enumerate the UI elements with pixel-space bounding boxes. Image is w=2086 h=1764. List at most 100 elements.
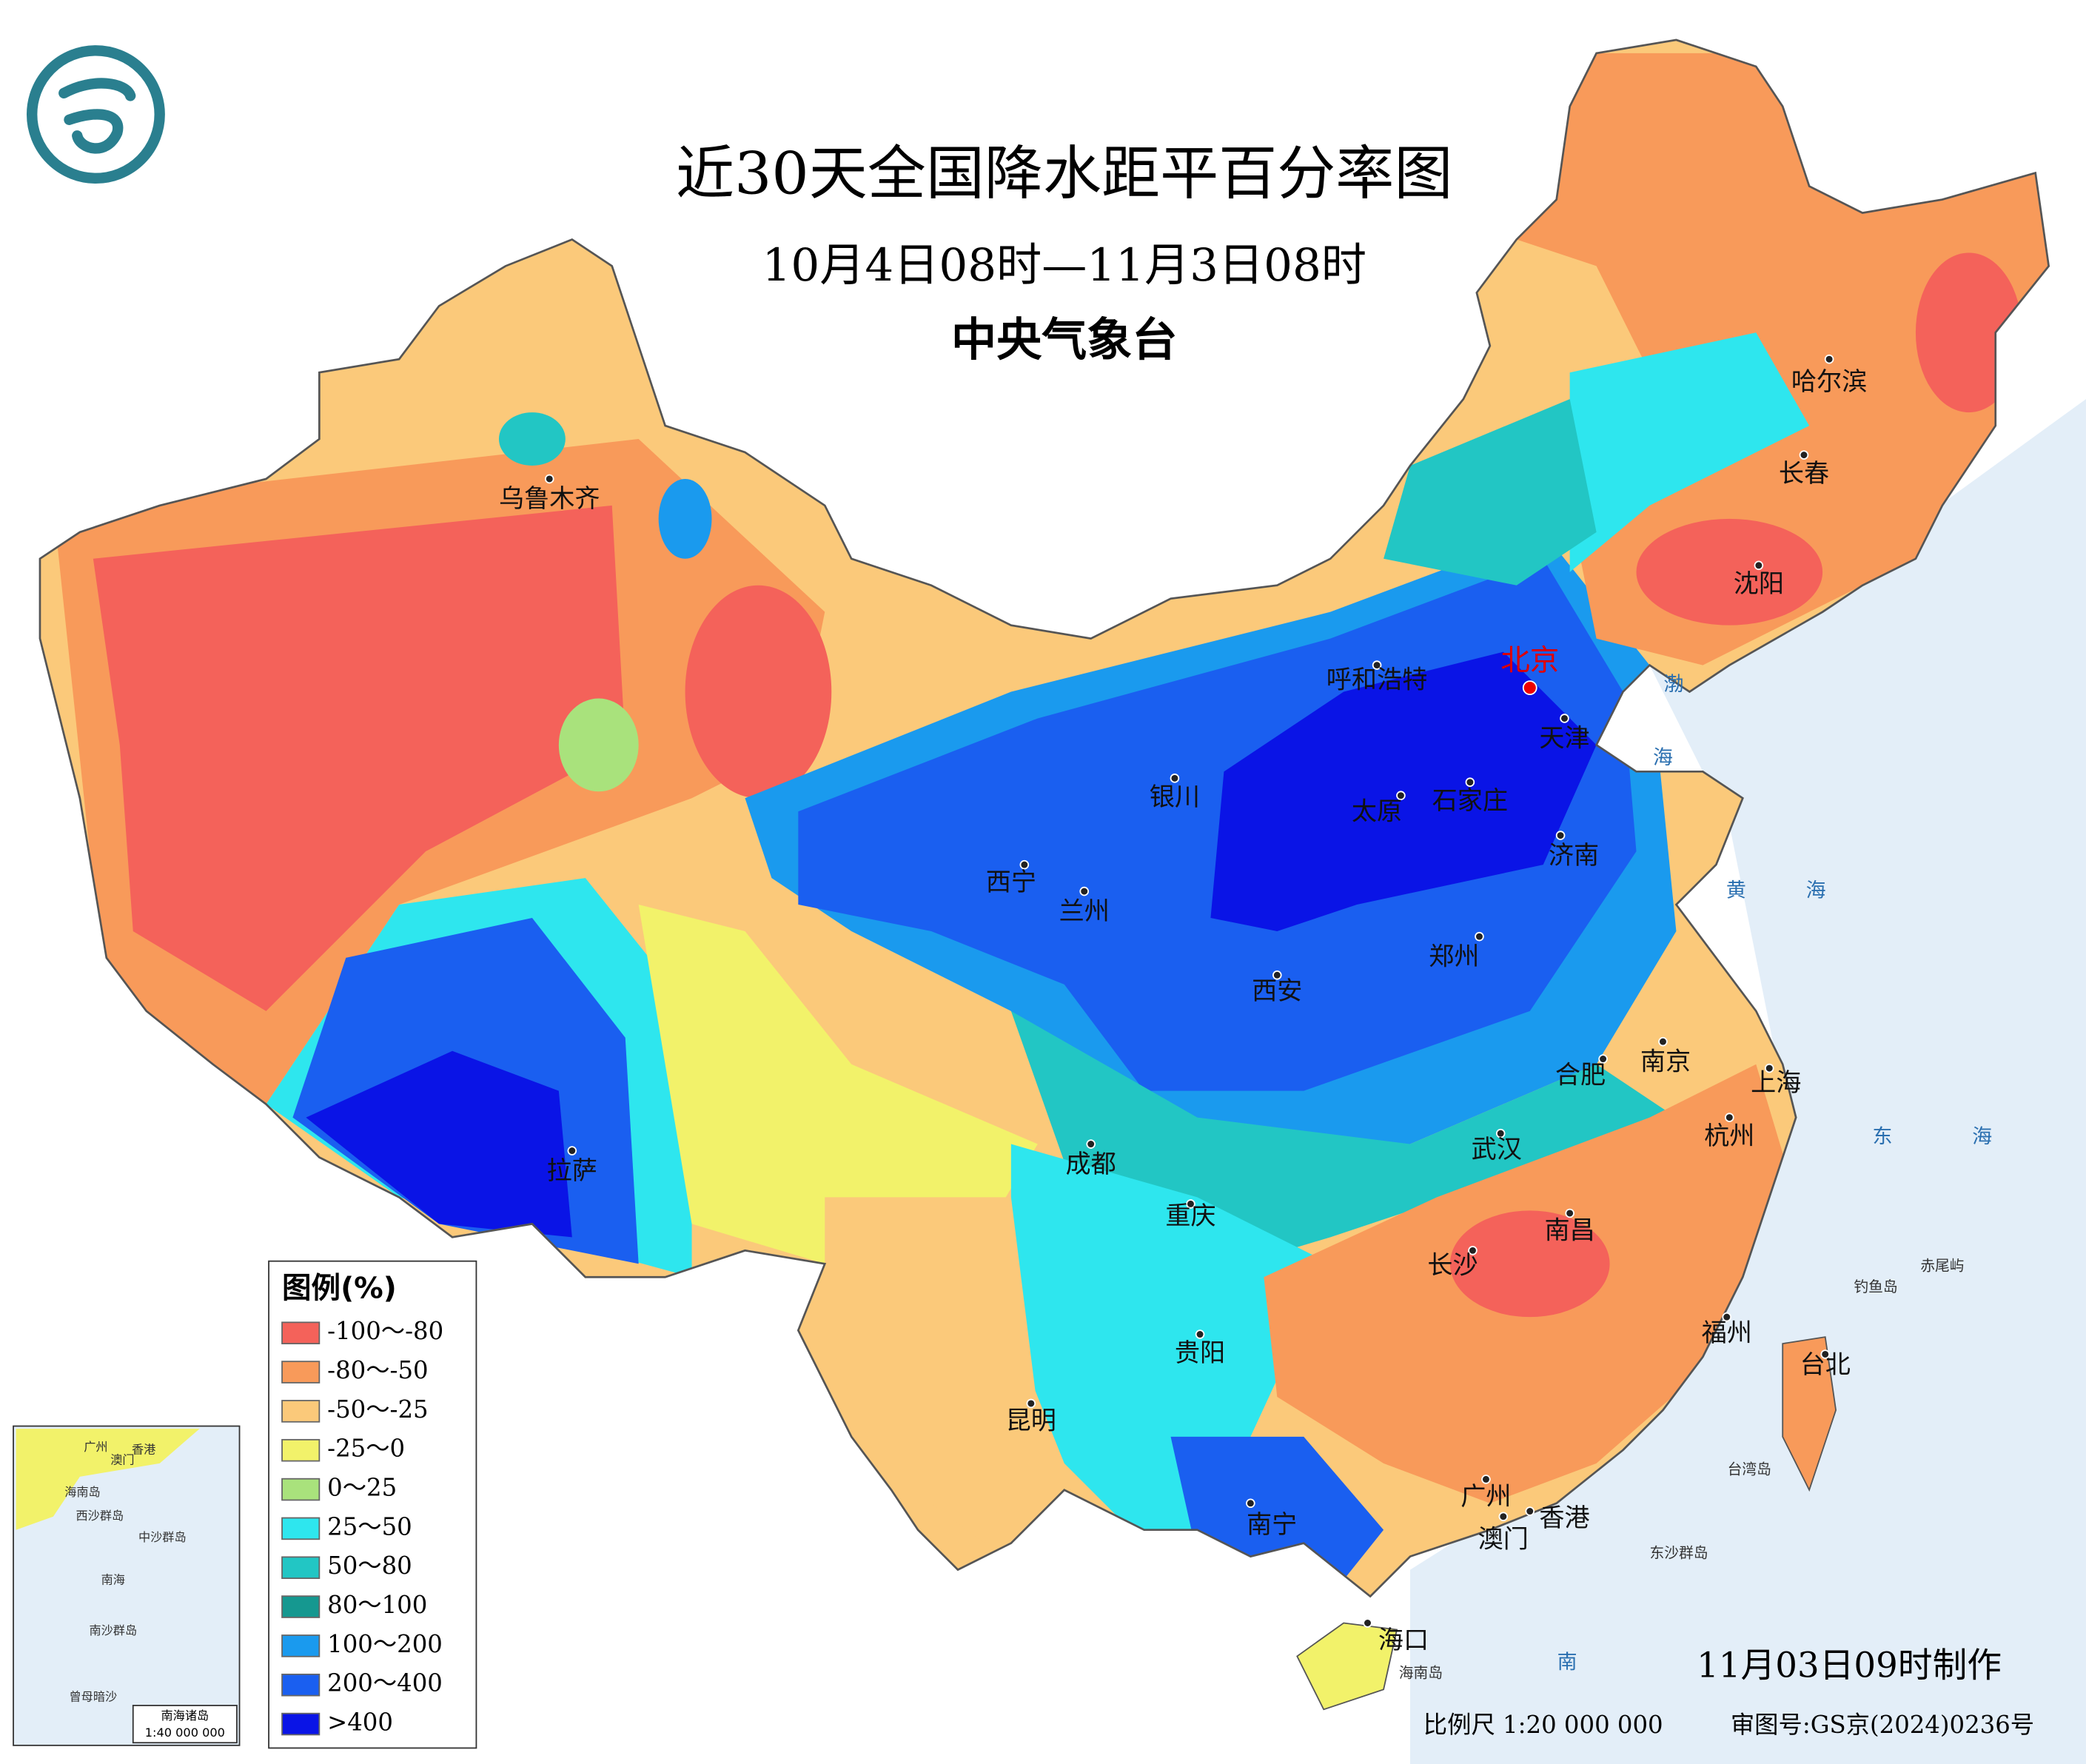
city-label: 上海 xyxy=(1751,1068,1801,1098)
field-cyan xyxy=(1569,332,1810,572)
city-marker xyxy=(1475,931,1484,942)
city-marker xyxy=(1363,1618,1372,1628)
inset-label: 西沙群岛 xyxy=(76,1509,124,1523)
legend-swatch xyxy=(281,1634,321,1657)
city-marker xyxy=(1754,560,1764,571)
inset-label: 南沙群岛 xyxy=(89,1623,137,1637)
island-label: 赤尾屿 xyxy=(1920,1257,1964,1274)
legend-swatch xyxy=(281,1321,321,1345)
city-marker xyxy=(1372,660,1382,670)
legend-label: 0～25 xyxy=(327,1474,397,1502)
city-marker xyxy=(1722,1312,1732,1322)
legend-label: -50～-25 xyxy=(327,1395,428,1423)
city-label: 重庆 xyxy=(1165,1201,1215,1231)
city-marker xyxy=(1186,1199,1195,1209)
inset-label: 曾母暗沙 xyxy=(70,1690,118,1704)
legend-swatch xyxy=(281,1595,321,1618)
city-label: 南昌 xyxy=(1545,1216,1595,1246)
field-lightblue xyxy=(658,478,712,559)
city-marker xyxy=(1565,1208,1574,1218)
city-label: 天津 xyxy=(1539,724,1589,754)
island-label: 钓鱼岛 xyxy=(1854,1278,1897,1295)
city-marker xyxy=(1495,1128,1506,1138)
map-scale: 比例尺 1:20 000 000 xyxy=(1423,1711,1663,1739)
city-label: 兰州 xyxy=(1059,896,1110,926)
city-marker xyxy=(1396,791,1406,800)
city-marker xyxy=(1498,1512,1509,1522)
city-marker xyxy=(1465,777,1475,788)
city-label: 南宁 xyxy=(1247,1510,1297,1540)
field-teal xyxy=(498,412,566,466)
sea-label: 海 xyxy=(1806,879,1826,902)
city-marker xyxy=(1468,1246,1478,1255)
city-label: 长沙 xyxy=(1427,1250,1478,1280)
inset-land xyxy=(16,1429,200,1530)
city-label: 澳门 xyxy=(1478,1525,1529,1555)
city-marker xyxy=(544,474,554,484)
city-label: 乌鲁木齐 xyxy=(499,484,600,514)
field-red xyxy=(685,585,832,799)
legend-label: 200～400 xyxy=(327,1669,443,1697)
sea-label: 南 xyxy=(1557,1651,1577,1674)
legend-swatch xyxy=(281,1712,321,1736)
sea-label: 海 xyxy=(1972,1125,1992,1148)
legend-label: >400 xyxy=(327,1708,393,1737)
island-label: 海南岛 xyxy=(1399,1664,1443,1681)
inset-label: 南海 xyxy=(101,1572,125,1586)
city-marker xyxy=(1824,354,1834,364)
city-label: 济南 xyxy=(1549,841,1599,871)
city-label: 海口 xyxy=(1378,1626,1429,1655)
sea-label: 东 xyxy=(1873,1125,1893,1148)
city-marker xyxy=(1026,1398,1036,1409)
field-yellow xyxy=(638,905,1038,1278)
legend-swatch xyxy=(281,1478,321,1501)
approval-number: 审图号:GS京(2024)0236号 xyxy=(1731,1711,2034,1739)
field-green xyxy=(558,698,639,792)
city-label: 郑州 xyxy=(1429,942,1479,971)
sea-label: 海 xyxy=(1653,746,1673,769)
island-label: 东沙群岛 xyxy=(1650,1545,1708,1562)
city-label: 成都 xyxy=(1066,1150,1116,1179)
sea-shading xyxy=(1410,399,2086,1764)
city-label: 广州 xyxy=(1460,1482,1511,1512)
legend-label: -25～0 xyxy=(327,1435,405,1463)
legend-swatch xyxy=(281,1361,321,1384)
legend-swatch xyxy=(281,1438,321,1462)
inset-label: 海南岛 xyxy=(64,1485,100,1499)
island-label: 台湾岛 xyxy=(1728,1461,1771,1478)
made-time: 11月03日09时制作 xyxy=(1697,1646,2002,1686)
inset-label: 中沙群岛 xyxy=(138,1530,187,1544)
legend-label: -100～-80 xyxy=(327,1317,443,1345)
city-marker xyxy=(1555,831,1566,840)
field-darkblue xyxy=(1210,651,1597,931)
city-marker xyxy=(1764,1063,1774,1073)
inset-scale: 1:40 000 000 xyxy=(145,1726,225,1740)
city-marker xyxy=(1019,859,1030,870)
field-light-orange xyxy=(825,1197,1038,1543)
city-marker xyxy=(1725,1113,1734,1122)
city-marker xyxy=(1560,714,1569,723)
city-label: 太原 xyxy=(1352,797,1402,827)
city-marker xyxy=(1658,1036,1668,1047)
city-marker xyxy=(567,1146,577,1156)
city-marker xyxy=(1272,970,1282,980)
city-marker xyxy=(1525,1506,1535,1516)
city-label: 台北 xyxy=(1800,1350,1851,1380)
city-label: 昆明 xyxy=(1006,1406,1056,1436)
field-red xyxy=(1449,1210,1610,1318)
logo xyxy=(26,45,165,184)
legend-swatch xyxy=(281,1673,321,1697)
inset-label: 广州 xyxy=(84,1440,107,1454)
city-label: 合肥 xyxy=(1555,1060,1606,1090)
city-marker xyxy=(1481,1475,1491,1484)
city-marker xyxy=(1246,1498,1255,1509)
title: 近30天全国降水距平百分率图 xyxy=(676,139,1452,207)
city-label: 武汉 xyxy=(1472,1135,1522,1164)
city-label: 贵阳 xyxy=(1175,1338,1225,1368)
field-darkblue xyxy=(306,1050,572,1238)
city-label: 银川 xyxy=(1150,782,1200,812)
period: 10月4日08时—11月3日08时 xyxy=(762,239,1366,292)
inset-label: 澳门 xyxy=(110,1453,134,1467)
